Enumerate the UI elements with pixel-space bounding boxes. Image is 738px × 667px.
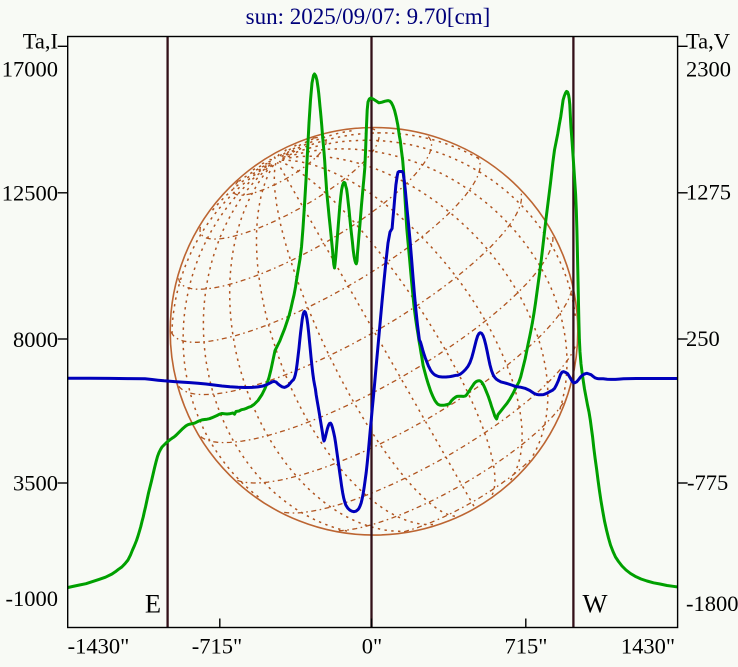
svg-text:715": 715" [505,634,548,659]
svg-text:-1000: -1000 [6,586,59,611]
svg-text:-715": -715" [192,634,242,659]
svg-text:1275: 1275 [686,180,731,205]
svg-text:E: E [145,589,161,619]
svg-text:250: 250 [686,326,720,351]
svg-text:2300: 2300 [686,56,731,81]
svg-text:1430": 1430" [621,634,675,659]
svg-text:17000: 17000 [2,56,58,81]
svg-text:-775: -775 [687,470,728,495]
svg-text:8000: 8000 [13,327,58,352]
svg-text:12500: 12500 [2,181,58,206]
svg-text:3500: 3500 [13,471,58,496]
svg-text:Ta,I: Ta,I [23,29,58,54]
svg-text:0": 0" [362,634,382,659]
svg-text:-1430": -1430" [68,634,130,659]
svg-text:W: W [582,589,607,619]
svg-text:-1800: -1800 [686,591,738,616]
svg-text:Ta,V: Ta,V [686,29,730,54]
svg-text:sun: 2025/09/07: 9.70[cm]: sun: 2025/09/07: 9.70[cm] [246,4,491,29]
